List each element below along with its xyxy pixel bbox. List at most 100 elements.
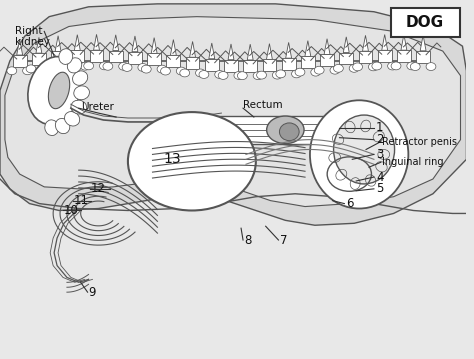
Ellipse shape	[64, 112, 80, 126]
Ellipse shape	[391, 62, 401, 70]
Polygon shape	[74, 35, 80, 51]
Ellipse shape	[26, 65, 36, 73]
Ellipse shape	[237, 72, 247, 80]
Polygon shape	[55, 36, 61, 51]
Ellipse shape	[61, 63, 71, 71]
Polygon shape	[71, 51, 84, 62]
Ellipse shape	[215, 71, 225, 78]
Polygon shape	[166, 55, 180, 67]
Text: Right
kidney: Right kidney	[15, 25, 50, 47]
Polygon shape	[151, 38, 157, 53]
Ellipse shape	[161, 67, 171, 75]
Ellipse shape	[310, 100, 408, 209]
Text: 12: 12	[91, 182, 106, 195]
Ellipse shape	[218, 71, 228, 79]
Ellipse shape	[273, 71, 282, 79]
Ellipse shape	[46, 63, 55, 71]
Polygon shape	[263, 59, 276, 71]
Ellipse shape	[372, 62, 382, 70]
Polygon shape	[343, 37, 349, 53]
Ellipse shape	[410, 62, 420, 70]
Text: Ureter: Ureter	[81, 102, 114, 112]
Ellipse shape	[48, 72, 70, 109]
Ellipse shape	[407, 62, 417, 70]
Ellipse shape	[253, 72, 263, 80]
Ellipse shape	[267, 116, 304, 144]
Polygon shape	[13, 55, 27, 67]
Polygon shape	[93, 34, 100, 50]
Ellipse shape	[28, 56, 81, 124]
Polygon shape	[382, 34, 388, 50]
Ellipse shape	[67, 58, 82, 73]
Polygon shape	[186, 57, 200, 69]
Text: 7: 7	[281, 233, 288, 247]
Ellipse shape	[45, 120, 59, 136]
Text: 11: 11	[74, 194, 89, 207]
Polygon shape	[217, 116, 389, 144]
Ellipse shape	[196, 69, 205, 77]
Ellipse shape	[311, 68, 320, 76]
Ellipse shape	[334, 64, 343, 72]
Polygon shape	[32, 53, 46, 65]
Polygon shape	[397, 50, 411, 62]
Polygon shape	[228, 44, 234, 60]
Polygon shape	[359, 51, 373, 63]
Ellipse shape	[314, 66, 324, 74]
Polygon shape	[363, 36, 368, 51]
Ellipse shape	[128, 112, 256, 210]
Polygon shape	[36, 37, 42, 53]
Text: 9: 9	[89, 286, 96, 299]
Ellipse shape	[280, 123, 299, 141]
Text: Rectum: Rectum	[243, 100, 283, 110]
Polygon shape	[282, 58, 295, 70]
Text: 1: 1	[376, 121, 383, 134]
Polygon shape	[132, 36, 138, 52]
Ellipse shape	[353, 63, 363, 71]
Polygon shape	[0, 4, 466, 225]
Polygon shape	[301, 56, 315, 68]
Polygon shape	[247, 44, 253, 60]
Polygon shape	[113, 35, 118, 51]
Polygon shape	[209, 43, 215, 59]
Ellipse shape	[71, 100, 87, 114]
Ellipse shape	[55, 118, 70, 134]
Ellipse shape	[330, 66, 340, 74]
Text: 6: 6	[346, 197, 354, 210]
Ellipse shape	[334, 115, 394, 184]
Polygon shape	[128, 52, 142, 64]
Ellipse shape	[368, 63, 378, 71]
Polygon shape	[401, 34, 407, 50]
Ellipse shape	[426, 62, 436, 70]
Text: Inguinal ring: Inguinal ring	[382, 157, 443, 167]
Ellipse shape	[180, 69, 190, 77]
Polygon shape	[378, 50, 392, 62]
Polygon shape	[320, 55, 334, 66]
Ellipse shape	[7, 67, 17, 75]
Text: 2: 2	[376, 133, 383, 146]
Polygon shape	[224, 60, 238, 71]
Polygon shape	[90, 50, 103, 62]
FancyBboxPatch shape	[391, 8, 459, 37]
Ellipse shape	[256, 71, 266, 79]
Ellipse shape	[74, 86, 90, 100]
Polygon shape	[416, 51, 430, 62]
Polygon shape	[171, 39, 176, 55]
Polygon shape	[190, 41, 196, 57]
Polygon shape	[339, 53, 353, 64]
Ellipse shape	[388, 62, 398, 70]
Ellipse shape	[59, 49, 73, 64]
Polygon shape	[324, 39, 330, 55]
Polygon shape	[420, 35, 426, 51]
Ellipse shape	[157, 65, 167, 73]
Ellipse shape	[349, 64, 359, 72]
Ellipse shape	[118, 62, 128, 70]
Ellipse shape	[234, 71, 244, 79]
Polygon shape	[286, 42, 292, 58]
Text: 13: 13	[164, 152, 181, 166]
Text: 8: 8	[244, 233, 251, 247]
Ellipse shape	[73, 71, 88, 85]
Ellipse shape	[295, 68, 305, 76]
Polygon shape	[5, 17, 461, 206]
Ellipse shape	[103, 62, 113, 70]
Polygon shape	[243, 60, 257, 72]
